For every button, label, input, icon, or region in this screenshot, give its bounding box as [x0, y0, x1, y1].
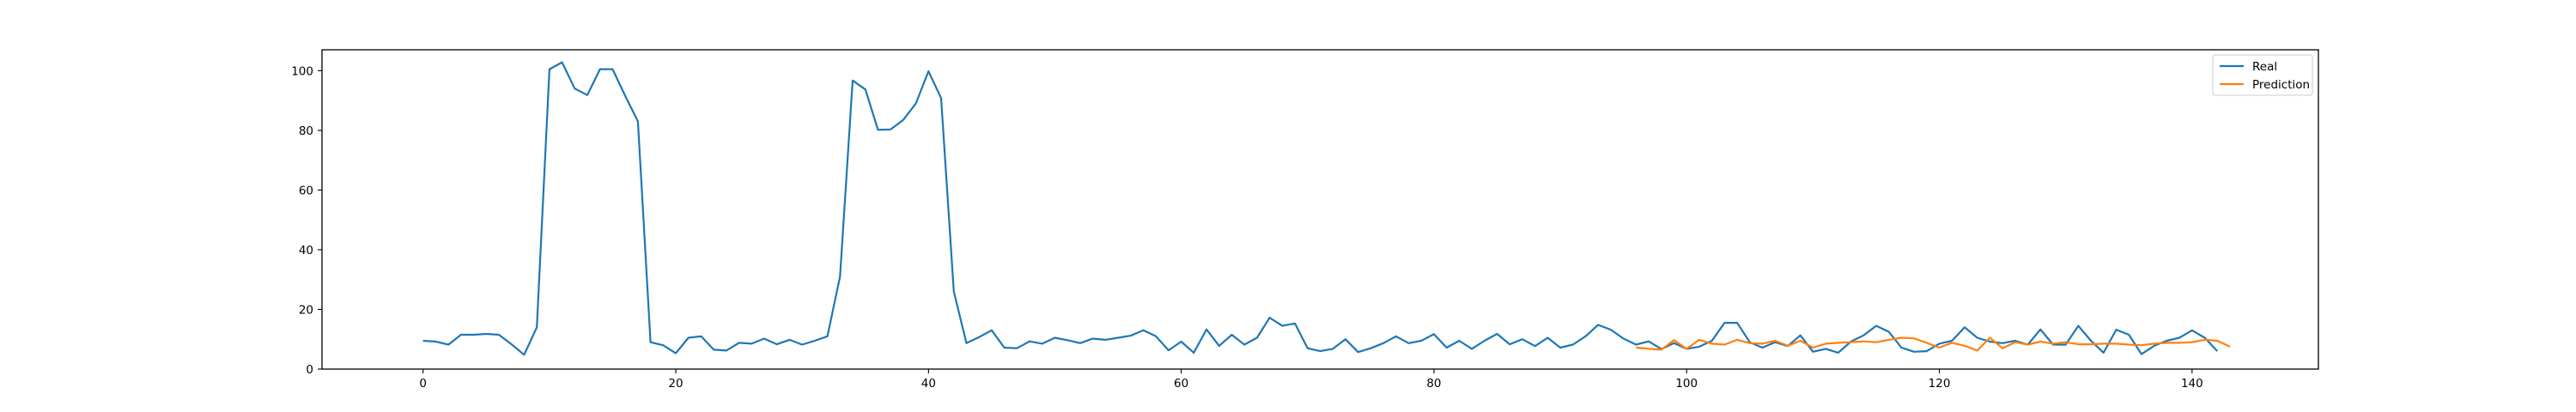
- y-tick-label: 0: [306, 363, 313, 377]
- x-tick-label: 100: [1675, 377, 1698, 391]
- legend-label-real: Real: [2252, 60, 2277, 74]
- legend-box: [2212, 54, 2313, 96]
- y-tick-label: 20: [299, 303, 313, 317]
- x-tick-label: 140: [2181, 377, 2203, 391]
- x-tick-label: 40: [921, 377, 936, 391]
- x-tick-label: 80: [1426, 377, 1441, 391]
- series-line-real: [422, 61, 2219, 356]
- x-tick-label: 20: [668, 377, 683, 391]
- y-tick-label: 60: [299, 184, 313, 197]
- legend-label-prediction: Prediction: [2252, 78, 2310, 92]
- axis-layer: 0 20 40 60 80 100 120 140 0 20 40 60 80 100: [291, 64, 2203, 391]
- y-tick-label: 100: [291, 64, 313, 78]
- y-tick-label: 80: [299, 124, 313, 138]
- y-tick-label: 40: [299, 244, 313, 258]
- x-tick-label: 0: [419, 377, 427, 391]
- series-line-prediction: [1636, 336, 2231, 352]
- legend: Real Prediction: [2212, 54, 2313, 96]
- series-layer: [422, 61, 2231, 356]
- x-tick-label: 120: [1929, 377, 1951, 391]
- plot-frame: [321, 49, 2319, 370]
- x-tick-label: 60: [1174, 377, 1188, 391]
